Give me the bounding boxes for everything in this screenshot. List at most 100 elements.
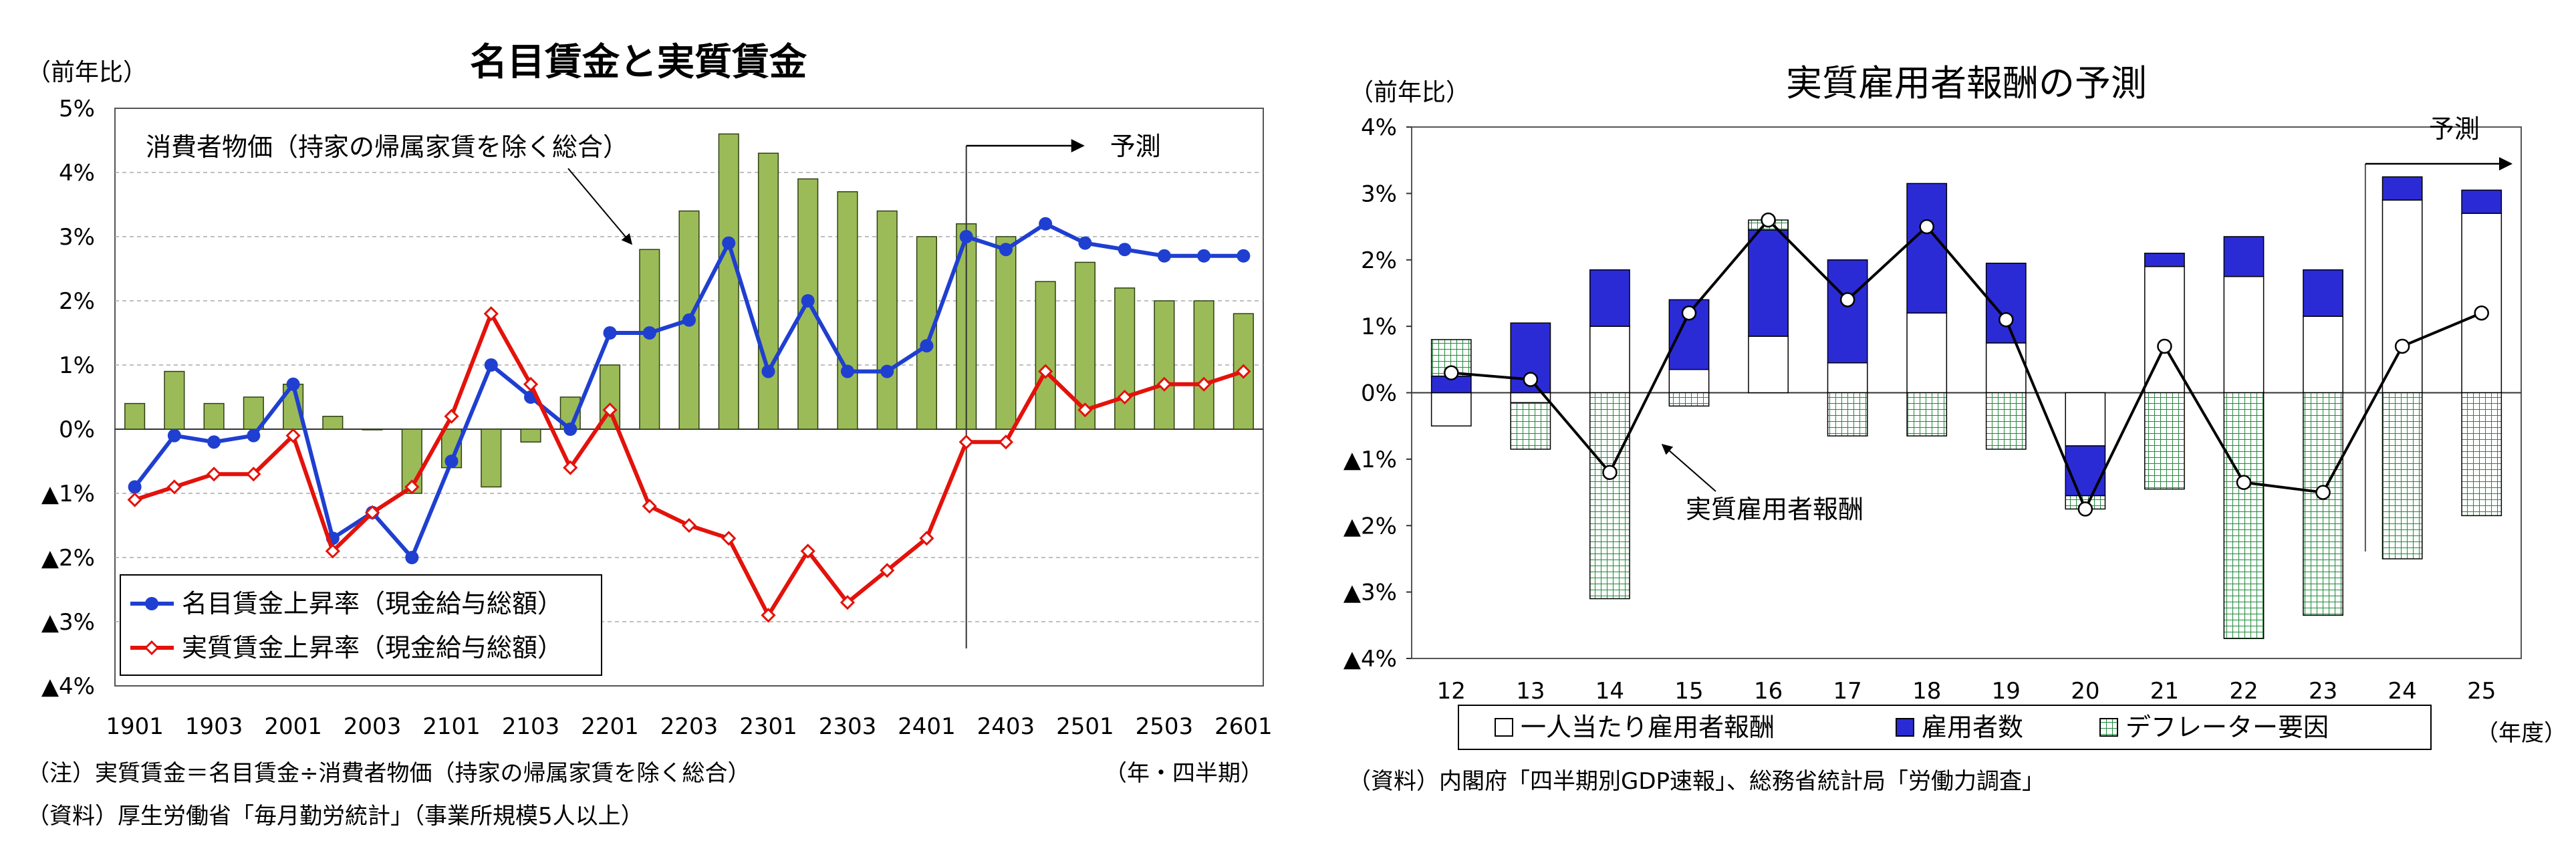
nominal-wage-point	[682, 313, 696, 327]
legend-swatch	[1896, 718, 1914, 737]
real-wage-point	[1117, 389, 1132, 405]
nominal-wage-point	[484, 358, 498, 372]
real-compensation-point	[1602, 465, 1618, 480]
left-y-tick: 4%	[59, 160, 95, 187]
legend-swatch	[2099, 718, 2118, 737]
nominal-wage-point	[1237, 249, 1251, 263]
left-x-tick: 2203	[660, 713, 719, 740]
cpi-bar	[1114, 287, 1136, 430]
right-x-tick: 15	[1674, 678, 1703, 705]
right-x-tick: 22	[2229, 678, 2258, 705]
real-wage-point	[1077, 402, 1093, 418]
deflator-bar	[2461, 392, 2502, 517]
deflator-bar	[1510, 402, 1551, 450]
employment-bar	[2144, 253, 2185, 267]
right-x-tick: 19	[1992, 678, 2021, 705]
real-wage-point	[761, 608, 776, 623]
nominal-wage-point	[247, 429, 261, 443]
employment-bar	[2303, 269, 2343, 317]
right-chart-panel: 実質雇用者報酬の予測 （前年比） （年度） （資料）内閣府「四半期別GDP速報」…	[1288, 0, 2576, 852]
left-y-tick: 2%	[59, 288, 95, 315]
right-unit-label: （前年比）	[1349, 79, 1470, 106]
employment-bar	[1748, 229, 1789, 337]
real-wage-point	[206, 467, 222, 482]
left-y-tick: ▲3%	[41, 609, 95, 636]
right-y-tick: 0%	[1361, 380, 1397, 407]
left-x-tick: 2103	[502, 713, 560, 740]
nominal-wage-point	[1118, 243, 1132, 257]
real-compensation-point	[2394, 338, 2410, 354]
nominal-wage-point	[880, 364, 894, 378]
employment-bar	[1589, 269, 1630, 327]
real-wage-point	[681, 517, 697, 533]
deflator-bar	[1589, 392, 1630, 600]
per-capita-comp-bar	[2065, 392, 2106, 447]
real-compensation-point	[1761, 212, 1776, 228]
legend-marker	[145, 597, 158, 610]
real-wage-point	[404, 479, 420, 495]
employment-bar	[2461, 189, 2502, 214]
cpi-bar	[1154, 300, 1175, 430]
left-y-tick: 5%	[59, 96, 95, 122]
legend-label: 一人当たり雇用者報酬	[1521, 713, 1775, 742]
left-y-tick: 0%	[59, 416, 95, 443]
employment-bar	[2223, 236, 2265, 277]
real-wage-point	[1196, 376, 1212, 392]
left-cpi-annotation: 消費者物価（持家の帰属家賃を除く総合）	[146, 132, 628, 162]
real-wage-point	[364, 505, 380, 520]
real-compensation-point	[2077, 501, 2093, 517]
nominal-wage-point	[840, 364, 854, 378]
real-wage-point	[840, 595, 856, 610]
right-y-tick: 1%	[1361, 314, 1397, 340]
left-x-tick: 2401	[898, 713, 956, 740]
left-legend	[120, 574, 602, 676]
cpi-bar	[876, 210, 898, 430]
left-y-tick: ▲2%	[41, 545, 95, 572]
real-compensation-point	[2474, 306, 2489, 321]
right-x-tick: 17	[1833, 678, 1862, 705]
right-x-tick: 12	[1437, 678, 1466, 705]
real-wage-point	[1236, 364, 1251, 379]
per-capita-comp-bar	[1748, 336, 1789, 394]
legend-marker	[144, 640, 160, 656]
nominal-wage-point	[444, 455, 459, 468]
cpi-bar	[124, 402, 146, 430]
nominal-wage-point	[1157, 249, 1171, 263]
right-note-1: （資料）内閣府「四半期別GDP速報」、総務省統計局「労働力調査」	[1348, 768, 2045, 795]
real-compensation-line	[1451, 219, 2482, 511]
real-compensation-point	[2236, 475, 2252, 490]
deflator-bar	[2303, 392, 2343, 616]
real-wage-point	[444, 408, 459, 424]
left-x-tick: 2503	[1136, 713, 1194, 740]
real-compensation-point	[2315, 485, 2331, 500]
deflator-bar	[2381, 392, 2423, 560]
employment-bar	[2065, 445, 2106, 497]
legend-swatch	[1495, 718, 1513, 737]
legend-label: 雇用者数	[1922, 713, 2023, 742]
nominal-wage-point	[563, 422, 577, 436]
left-x-unit: （年・四半期）	[1104, 760, 1263, 787]
left-note-1: （注）実質賃金＝名目賃金÷消費者物価（持家の帰属家賃を除く総合）	[27, 760, 751, 787]
cpi-bar	[520, 429, 541, 443]
cpi-bar	[481, 429, 502, 488]
nominal-wage-point	[603, 326, 617, 340]
right-x-unit: （年度）	[2476, 720, 2567, 747]
legend-label: デフレーター要因	[2126, 713, 2329, 742]
deflator-bar	[1906, 392, 1948, 437]
cpi-bar	[1035, 281, 1056, 430]
cpi-bar	[1193, 300, 1214, 430]
real-wage-point	[325, 543, 340, 559]
nominal-wage-point	[1039, 217, 1053, 231]
real-wage-point	[998, 435, 1014, 450]
left-unit-label: （前年比）	[27, 59, 147, 86]
deflator-bar	[2144, 392, 2185, 490]
right-chart-title: 実質雇用者報酬の予測	[1786, 62, 2147, 104]
nominal-wage-point	[207, 435, 221, 449]
real-wage-point	[642, 499, 657, 514]
real-wage-point	[880, 563, 895, 578]
left-annotation-arrow	[567, 168, 633, 245]
left-x-tick: 2601	[1214, 713, 1273, 740]
right-x-tick: 14	[1595, 678, 1624, 705]
deflator-bar	[2223, 392, 2265, 639]
nominal-wage-point	[167, 429, 181, 443]
